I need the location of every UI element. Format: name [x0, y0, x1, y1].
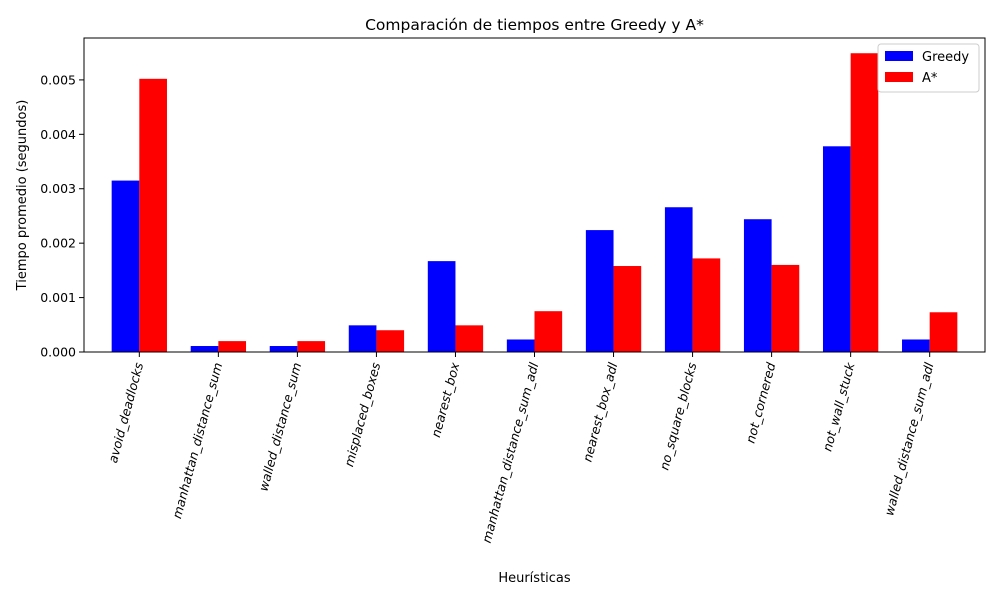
bar-greedy-nearest_box: [427, 261, 456, 352]
bar-astar-manhattan_distance_sum_adl: [534, 311, 563, 352]
y-tick-label: 0.005: [40, 72, 76, 87]
chart-title: Comparación de tiempos entre Greedy y A*: [365, 16, 704, 34]
bar-greedy-manhattan_distance_sum_adl: [506, 339, 535, 352]
legend-swatch-astar: [885, 72, 913, 82]
bar-astar-manhattan_distance_sum: [218, 341, 247, 352]
bar-astar-not_wall_stuck: [850, 53, 879, 353]
bar-astar-nearest_box_adl: [613, 266, 642, 352]
y-axis-ticks: 0.000 0.001 0.002 0.003 0.004 0.005: [40, 72, 84, 360]
legend-label-astar: A*: [922, 71, 938, 86]
y-tick-label: 0.003: [40, 181, 76, 196]
bar-astar-walled_distance_sum_adl: [929, 312, 958, 352]
legend-swatch-greedy: [885, 51, 913, 61]
y-axis-title: Tiempo promedio (segundos): [15, 100, 30, 292]
x-axis-title: Heurísticas: [498, 571, 571, 586]
y-tick-label: 0.004: [40, 127, 76, 142]
bar-astar-avoid_deadlocks: [139, 78, 167, 352]
bar-greedy-walled_distance_sum_adl: [902, 339, 930, 352]
bar-astar-misplaced_boxes: [376, 330, 405, 352]
bar-greedy-not_wall_stuck: [822, 146, 851, 352]
bars-group: [111, 53, 958, 353]
bar-astar-walled_distance_sum: [297, 341, 326, 352]
bar-greedy-avoid_deadlocks: [111, 180, 140, 352]
bar-greedy-manhattan_distance_sum: [190, 346, 219, 352]
bar-greedy-not_cornered: [743, 219, 772, 352]
bar-astar-not_cornered: [771, 264, 800, 352]
y-tick-label: 0.001: [40, 290, 76, 305]
legend: Greedy A*: [877, 43, 980, 93]
bar-astar-nearest_box: [455, 325, 484, 352]
legend-label-greedy: Greedy: [922, 50, 969, 65]
bar-greedy-walled_distance_sum: [269, 346, 298, 352]
bar-greedy-no_square_blocks: [664, 207, 693, 352]
bar-greedy-misplaced_boxes: [348, 325, 377, 352]
bar-astar-no_square_blocks: [692, 258, 721, 352]
y-tick-label: 0.002: [40, 236, 76, 251]
bar-greedy-nearest_box_adl: [585, 230, 614, 352]
y-tick-label: 0.000: [40, 345, 76, 360]
